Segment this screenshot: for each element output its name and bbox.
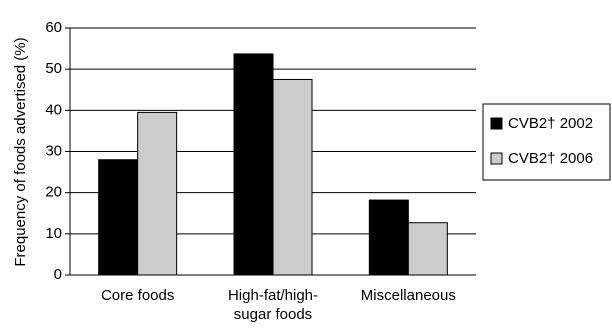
y-tick-label: 30 <box>45 142 62 159</box>
y-tick-label: 40 <box>45 101 62 118</box>
x-axis-tick-labels: Core foods High-fat/high-sugar foods Misce… <box>101 287 456 323</box>
y-tick-label: 20 <box>45 184 62 201</box>
x-tick-label: Miscellaneous <box>361 287 456 304</box>
y-tick-label: 10 <box>45 225 62 242</box>
legend-label: CVB2† 2006 <box>508 150 593 167</box>
legend-label: CVB2† 2002 <box>508 115 593 132</box>
bar <box>98 159 139 276</box>
x-tick-label: sugar foods <box>234 306 312 323</box>
y-tick-label: 0 <box>54 266 62 283</box>
bar <box>407 222 448 276</box>
legend-box <box>482 103 611 181</box>
bar <box>272 78 313 276</box>
bar <box>368 199 409 276</box>
x-tick-label: Core foods <box>101 287 174 304</box>
y-axis-label: Frequency of foods advertised (%) <box>12 37 29 266</box>
y-tick-label: 60 <box>45 19 62 36</box>
bars <box>98 53 448 276</box>
legend: CVB2† 2002 CVB2† 2006 <box>482 103 611 181</box>
y-tick-label: 50 <box>45 60 62 77</box>
bar <box>137 111 178 276</box>
legend-items: CVB2† 2002 CVB2† 2006 <box>490 115 593 167</box>
legend-swatch <box>490 117 503 130</box>
bar <box>233 53 274 276</box>
legend-swatch <box>490 152 503 165</box>
x-tick-label: High-fat/high- <box>228 287 318 304</box>
y-axis-ticks: 0 10 20 30 40 50 60 <box>45 19 70 283</box>
